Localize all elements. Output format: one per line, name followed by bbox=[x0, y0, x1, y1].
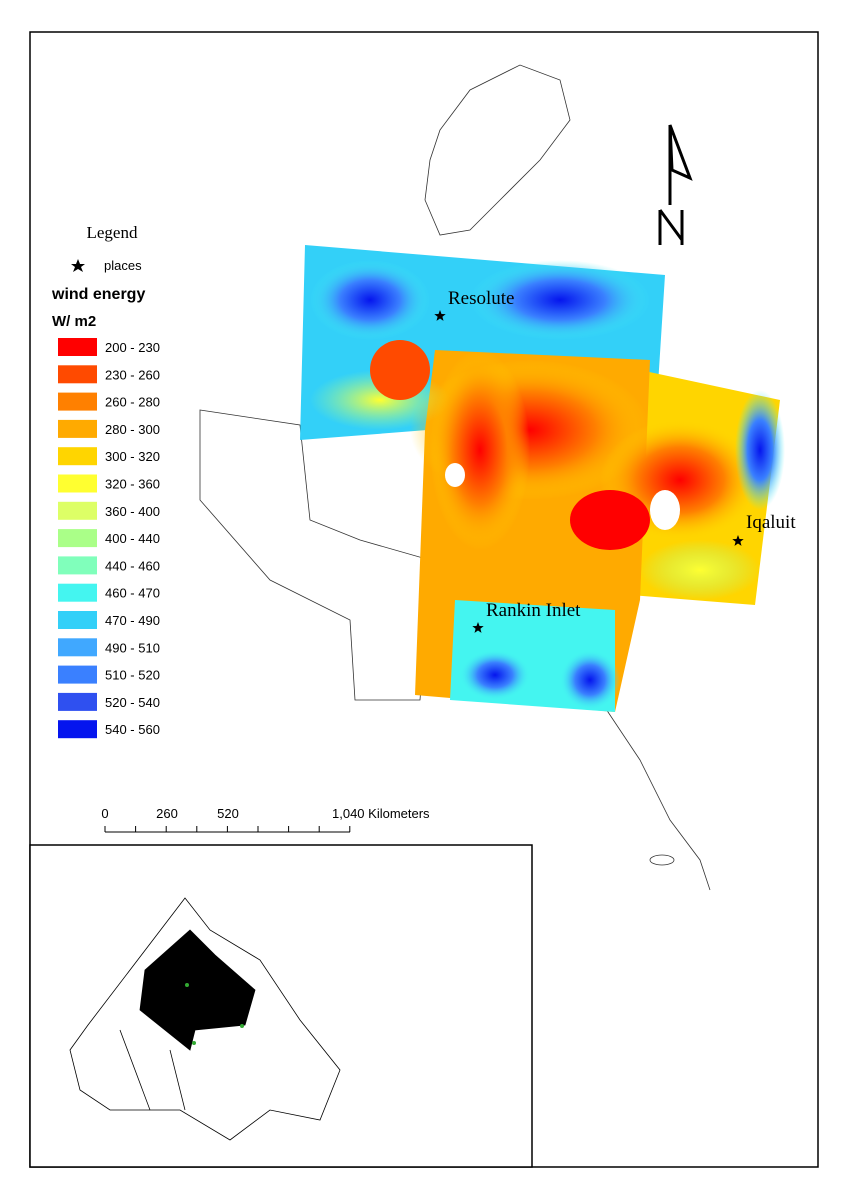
scale-label: 1,040 Kilometers bbox=[332, 806, 430, 821]
place-label: Rankin Inlet bbox=[486, 600, 581, 621]
legend-class-label: 540 - 560 bbox=[105, 722, 160, 737]
legend-class-label: 360 - 400 bbox=[105, 504, 160, 519]
inset-frame bbox=[29, 844, 533, 1168]
legend-swatch bbox=[58, 365, 97, 384]
legend-class-label: 440 - 460 bbox=[105, 558, 160, 573]
legend-swatch bbox=[58, 611, 97, 629]
legend-swatch bbox=[58, 474, 97, 493]
legend-class-label: 520 - 540 bbox=[105, 695, 160, 710]
scale-label: 520 bbox=[217, 806, 239, 821]
place-label: Resolute bbox=[448, 288, 515, 309]
legend-swatch bbox=[58, 583, 97, 602]
place-marker bbox=[434, 310, 446, 321]
legend-title: Legend bbox=[87, 223, 138, 242]
legend-class-label: 300 - 320 bbox=[105, 449, 160, 464]
coastline bbox=[199, 64, 711, 891]
legend-swatch bbox=[58, 665, 97, 684]
layer-title: wind energy bbox=[51, 286, 145, 303]
layer-unit: W/ m2 bbox=[52, 313, 96, 330]
legend-class-label: 490 - 510 bbox=[105, 640, 160, 655]
legend-class-label: 260 - 280 bbox=[105, 395, 160, 410]
legend-class-label: 200 - 230 bbox=[105, 340, 160, 355]
legend-swatch bbox=[58, 529, 97, 548]
wind-energy-raster bbox=[300, 245, 785, 712]
legend-swatch bbox=[58, 447, 97, 466]
legend-swatch bbox=[58, 392, 97, 411]
places-symbol bbox=[71, 259, 85, 272]
place-marker bbox=[732, 535, 744, 546]
scale-label: 0 bbox=[101, 806, 108, 821]
legend-class-label: 400 - 440 bbox=[105, 531, 160, 546]
legend: Legend places wind energy W/ m2 200 - 23… bbox=[51, 223, 160, 739]
scale-label: 260 bbox=[156, 806, 178, 821]
legend-swatch bbox=[58, 556, 97, 575]
north-arrow bbox=[658, 124, 693, 245]
legend-swatch bbox=[58, 692, 97, 711]
places-label: places bbox=[104, 258, 142, 273]
legend-class-label: 230 - 260 bbox=[105, 367, 160, 382]
legend-class-label: 460 - 470 bbox=[105, 586, 160, 601]
legend-swatch bbox=[58, 720, 97, 739]
legend-class-label: 280 - 300 bbox=[105, 422, 160, 437]
legend-swatch bbox=[58, 501, 97, 520]
inset-map bbox=[69, 897, 341, 1141]
legend-class-label: 320 - 360 bbox=[105, 477, 160, 492]
place-marker bbox=[472, 622, 484, 633]
scale-bar: 0 260 520 1,040 Kilometers bbox=[101, 806, 430, 833]
legend-class-label: 470 - 490 bbox=[105, 613, 160, 628]
legend-swatch bbox=[58, 638, 97, 657]
legend-class-label: 510 - 520 bbox=[105, 668, 160, 683]
legend-swatch bbox=[58, 419, 97, 438]
legend-swatch bbox=[58, 338, 97, 356]
place-label: Iqaluit bbox=[746, 512, 796, 533]
